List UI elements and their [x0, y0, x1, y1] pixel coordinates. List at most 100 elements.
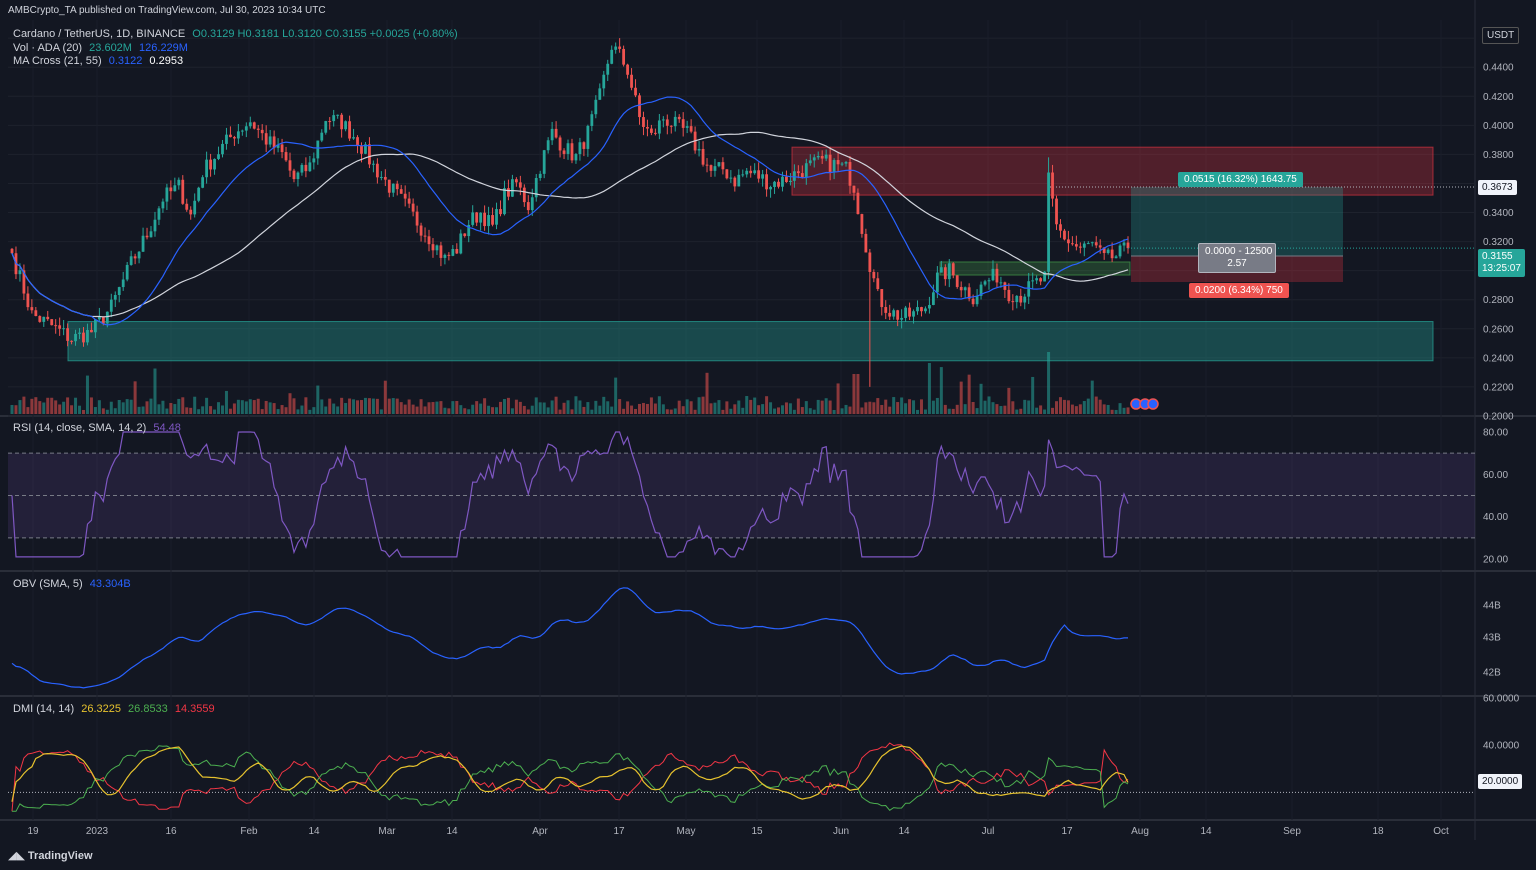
volume-bar	[522, 405, 526, 414]
candle-body	[463, 233, 467, 237]
candle-body	[812, 157, 816, 161]
candle-body	[1122, 242, 1126, 246]
dmi-legend[interactable]: DMI (14, 14) 26.3225 26.8533 14.3559	[13, 703, 219, 715]
ma-legend[interactable]: MA Cross (21, 55) 0.3122 0.2953	[13, 55, 187, 67]
tradingview-logo: ◢◣ TradingView	[8, 849, 93, 862]
position-stop-label[interactable]: 0.0200 (6.34%) 750	[1189, 283, 1289, 298]
candle-body	[97, 316, 101, 320]
candle-body	[769, 186, 772, 190]
candle-body	[256, 128, 260, 130]
volume-bar	[22, 396, 26, 414]
volume-bar	[205, 397, 209, 414]
candle-body	[201, 177, 205, 188]
volume-legend[interactable]: Vol · ADA (20) 23.602M 126.229M	[13, 42, 192, 54]
volume-bar	[717, 400, 721, 414]
volume-bar	[1118, 403, 1122, 414]
position-center-label[interactable]: 0.0000 - 12500 2.57	[1198, 243, 1276, 273]
volume-bar	[753, 397, 757, 414]
rsi-line	[11, 431, 1129, 558]
candle-body	[1055, 198, 1058, 225]
candle-body	[880, 289, 884, 308]
candle-body	[1114, 256, 1118, 259]
volume-bar	[546, 407, 550, 414]
volume-bar	[387, 398, 391, 414]
candle-body	[280, 144, 284, 153]
candle-body	[622, 48, 626, 65]
candle-body	[1027, 281, 1031, 297]
candle-body	[415, 211, 419, 226]
candle-body	[316, 140, 320, 159]
candle-body	[431, 244, 435, 251]
volume-bar	[856, 374, 860, 414]
candle-body	[1082, 243, 1086, 248]
volume-bar	[530, 405, 534, 414]
candle-body	[352, 137, 355, 139]
candle-body	[820, 155, 824, 159]
volume-bar	[562, 402, 566, 414]
volume-bar	[661, 404, 665, 414]
candle-body	[638, 95, 641, 118]
currency-button[interactable]: USDT	[1482, 27, 1520, 44]
candle-body	[419, 225, 423, 236]
volume-bar	[42, 402, 46, 414]
candle-body	[244, 126, 248, 131]
candle-body	[1003, 282, 1007, 290]
volume-bar	[125, 399, 129, 414]
volume-bar	[34, 397, 38, 414]
rsi-tick-label: 20.00	[1483, 555, 1508, 566]
candle-body	[391, 183, 395, 193]
candle-body	[54, 325, 58, 327]
volume-bar	[761, 404, 765, 414]
volume-bar	[868, 401, 872, 414]
candle-body	[979, 284, 983, 296]
candle-body	[522, 187, 526, 203]
volume-bar	[1015, 409, 1019, 414]
candle-body	[62, 328, 66, 330]
volume-bar	[884, 399, 888, 414]
candle-body	[364, 144, 367, 154]
time-tick-label: 2023	[86, 826, 109, 837]
volume-bar	[228, 408, 232, 414]
candle-body	[375, 163, 379, 178]
candle-body	[562, 150, 566, 154]
volume-bar	[943, 404, 947, 414]
candle-body	[554, 128, 558, 138]
volume-bar	[1055, 401, 1059, 414]
volume-bar	[983, 400, 987, 414]
time-tick-label: Sep	[1283, 826, 1301, 837]
candle-body	[495, 209, 498, 225]
volume-bar	[697, 397, 701, 414]
volume-bar	[240, 400, 244, 414]
volume-bar	[773, 408, 777, 414]
candle-body	[634, 87, 637, 96]
volume-bar	[578, 400, 582, 414]
volume-bar	[117, 399, 121, 414]
price-tick-label: 0.2800	[1483, 295, 1514, 306]
candle-body	[1035, 278, 1039, 281]
obv-legend[interactable]: OBV (SMA, 5) 43.304B	[13, 578, 135, 590]
position-target-label[interactable]: 0.0515 (16.32%) 1643.75	[1178, 172, 1303, 187]
candle-body	[407, 198, 411, 204]
time-tick-label: Oct	[1433, 826, 1449, 837]
symbol-name: Cardano / TetherUS, 1D, BINANCE	[13, 28, 186, 40]
candle-body	[534, 178, 538, 198]
candle-body	[348, 121, 351, 139]
volume-bar	[30, 398, 34, 414]
level-price-tag: 0.3673	[1478, 180, 1517, 195]
volume-bar	[534, 397, 538, 414]
dmi-adx-value: 26.3225	[81, 703, 121, 715]
volume-bar	[1082, 401, 1086, 414]
volume-bar	[689, 401, 693, 414]
candle-body	[157, 208, 161, 220]
symbol-legend[interactable]: Cardano / TetherUS, 1D, BINANCE O0.3129 …	[13, 28, 462, 40]
candle-body	[916, 307, 919, 312]
volume-bar	[1066, 400, 1070, 414]
volume-bar	[201, 406, 205, 414]
candle-body	[38, 316, 42, 322]
time-tick-label: Jun	[833, 826, 849, 837]
rsi-legend[interactable]: RSI (14, close, SMA, 14, 2) 54.48	[13, 422, 185, 434]
candle-body	[189, 209, 193, 215]
candle-body	[971, 298, 975, 305]
volume-bar	[403, 404, 407, 414]
